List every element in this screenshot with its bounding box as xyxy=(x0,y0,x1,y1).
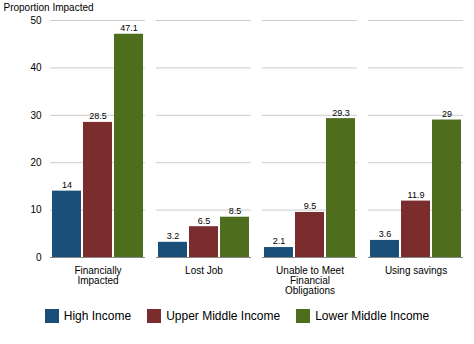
svg-text:47.1: 47.1 xyxy=(120,23,138,33)
svg-text:9.5: 9.5 xyxy=(304,201,317,211)
svg-text:29: 29 xyxy=(442,109,452,119)
svg-text:20: 20 xyxy=(30,157,42,168)
html-text:Upper Middle Income: Upper Middle Income xyxy=(166,309,281,323)
svg-text:29.3: 29.3 xyxy=(332,107,350,117)
svg-text:Using savings: Using savings xyxy=(385,265,447,276)
svg-text:8.5: 8.5 xyxy=(229,206,242,216)
svg-text:3.2: 3.2 xyxy=(167,231,180,241)
svg-text:0: 0 xyxy=(36,252,42,263)
svg-text:14: 14 xyxy=(62,180,72,190)
svg-text:30: 30 xyxy=(30,110,42,121)
svg-text:28.5: 28.5 xyxy=(89,111,107,121)
svg-text:6.5: 6.5 xyxy=(198,216,211,226)
html-text:High Income: High Income xyxy=(63,309,132,323)
svg-text:Lost Job: Lost Job xyxy=(185,265,223,276)
svg-text:11.9: 11.9 xyxy=(408,190,425,200)
svg-text:Proportion Impacted: Proportion Impacted xyxy=(4,2,94,13)
svg-text:10: 10 xyxy=(30,204,42,215)
svg-text:50: 50 xyxy=(30,15,42,26)
svg-text:FinanciallyImpacted: FinanciallyImpacted xyxy=(74,265,121,286)
html-text:Lower Middle Income: Lower Middle Income xyxy=(315,309,430,323)
svg-text:2.1: 2.1 xyxy=(273,236,286,246)
svg-text:3.6: 3.6 xyxy=(379,229,392,239)
svg-text:Unable to MeetFinancialObligat: Unable to MeetFinancialObligations xyxy=(276,265,344,296)
svg-text:40: 40 xyxy=(30,62,42,73)
